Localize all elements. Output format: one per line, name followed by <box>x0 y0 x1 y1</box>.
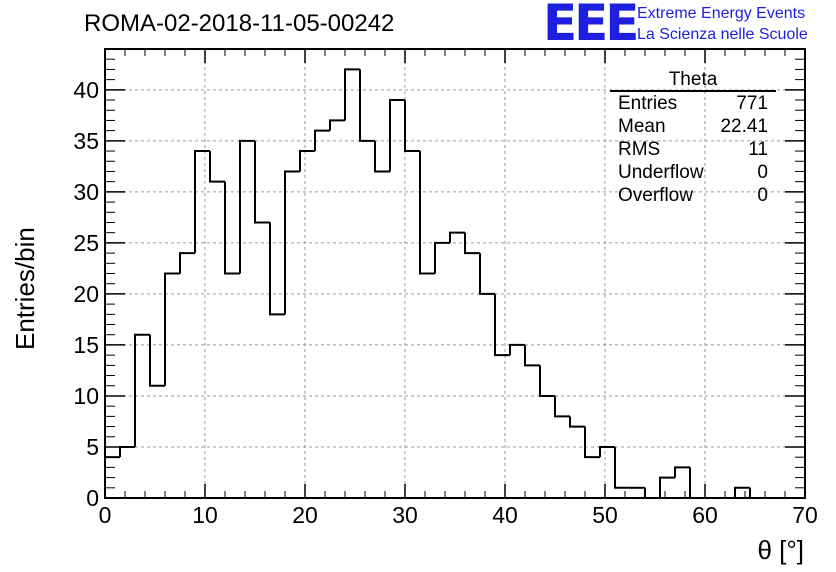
histogram-bin <box>314 129 330 152</box>
histogram-bin <box>269 222 285 316</box>
stats-row-entries: Entries 771 <box>610 92 776 115</box>
histogram-bin <box>404 100 420 153</box>
histogram-bin <box>149 334 165 387</box>
stats-label: Overflow <box>618 185 693 206</box>
histogram-bin <box>479 253 495 295</box>
histogram-bin <box>449 231 465 243</box>
histogram-bin <box>329 119 345 131</box>
stats-row-overflow: Overflow 0 <box>610 184 776 207</box>
histogram-bin <box>194 150 210 254</box>
stats-label: RMS <box>618 139 661 160</box>
y-tick-label: 10 <box>73 383 99 409</box>
histogram-bin <box>584 426 600 459</box>
stats-title: Theta <box>610 70 776 92</box>
stats-box: Theta Entries 771 Mean 22.41 RMS 11 Unde… <box>610 70 776 207</box>
chart-title: ROMA-02-2018-11-05-00242 <box>84 10 395 37</box>
histogram-bin <box>209 151 225 183</box>
eee-logo: EEE <box>543 0 639 52</box>
stats-value: 22.41 <box>720 116 768 137</box>
x-axis-label: θ [°] <box>757 535 804 565</box>
logo-line-1: Extreme Energy Events <box>637 5 806 22</box>
y-tick-label: 5 <box>86 434 99 460</box>
x-tick-label: 40 <box>492 502 518 528</box>
histogram-bin <box>614 446 630 489</box>
x-tick-label: 70 <box>792 502 818 528</box>
histogram-bin <box>539 365 555 397</box>
histogram-bin <box>239 139 255 274</box>
logo-line-2: La Scienza nelle Scuole <box>637 26 808 43</box>
y-tick-label: 25 <box>73 230 99 256</box>
histogram-bin <box>569 416 585 428</box>
histogram-bin <box>554 395 570 418</box>
histogram-bin <box>494 293 510 357</box>
histogram-bin <box>749 487 765 499</box>
x-tick-label: 20 <box>292 502 318 528</box>
histogram-bin <box>344 68 360 121</box>
histogram-bin <box>164 272 180 386</box>
histogram-bin <box>224 181 240 275</box>
stats-label: Mean <box>618 116 666 137</box>
eee-logo-text: Extreme Energy Events La Scienza nelle S… <box>637 3 808 45</box>
histogram-bin <box>644 487 660 499</box>
histogram-bin <box>359 69 375 142</box>
y-tick-label: 20 <box>73 281 99 307</box>
stats-row-underflow: Underflow 0 <box>610 161 776 184</box>
histogram-bin <box>689 467 705 499</box>
stats-value: 0 <box>757 162 768 183</box>
histogram-bin <box>659 476 675 498</box>
histogram-bin <box>419 151 435 275</box>
histogram-bars <box>104 68 795 499</box>
histogram-bin <box>734 486 750 498</box>
stats-value: 771 <box>736 93 768 114</box>
histogram-bin <box>179 252 195 274</box>
histogram-bin <box>119 445 135 458</box>
stats-label: Entries <box>618 93 678 114</box>
histogram-bin <box>134 333 150 447</box>
histogram-bin <box>374 140 390 173</box>
histogram-bin <box>509 343 525 356</box>
stats-label: Underflow <box>618 162 704 183</box>
histogram-bin <box>254 140 270 224</box>
y-tick-label: 35 <box>73 128 99 154</box>
stats-value: 0 <box>757 185 768 206</box>
histogram-bin <box>524 344 540 367</box>
x-tick-label: 10 <box>192 502 218 528</box>
stats-row-mean: Mean 22.41 <box>610 115 776 138</box>
histogram-bin <box>599 445 615 458</box>
x-tick-label: 60 <box>692 502 718 528</box>
histogram-bin <box>284 170 300 315</box>
y-tick-label: 40 <box>73 77 99 103</box>
histogram-bin <box>674 466 690 478</box>
histogram-bin <box>434 241 450 274</box>
axis-ticks <box>104 48 806 499</box>
x-tick-label: 0 <box>99 502 112 528</box>
plot-frame <box>104 48 806 499</box>
y-tick-label: 0 <box>86 485 99 511</box>
histogram-bin <box>299 150 315 172</box>
grid-lines <box>105 49 805 498</box>
y-tick-label: 15 <box>73 332 99 358</box>
y-tick-label: 30 <box>73 179 99 205</box>
x-tick-label: 50 <box>592 502 618 528</box>
tick-labels: 0 10 20 30 40 50 60 70 0 5 10 15 20 25 30 35 40 <box>73 77 817 528</box>
stats-row-rms: RMS 11 <box>610 138 776 161</box>
x-tick-label: 30 <box>392 502 418 528</box>
histogram-bin <box>464 232 480 255</box>
histogram-bin <box>389 99 405 172</box>
stats-value: 11 <box>748 139 768 160</box>
